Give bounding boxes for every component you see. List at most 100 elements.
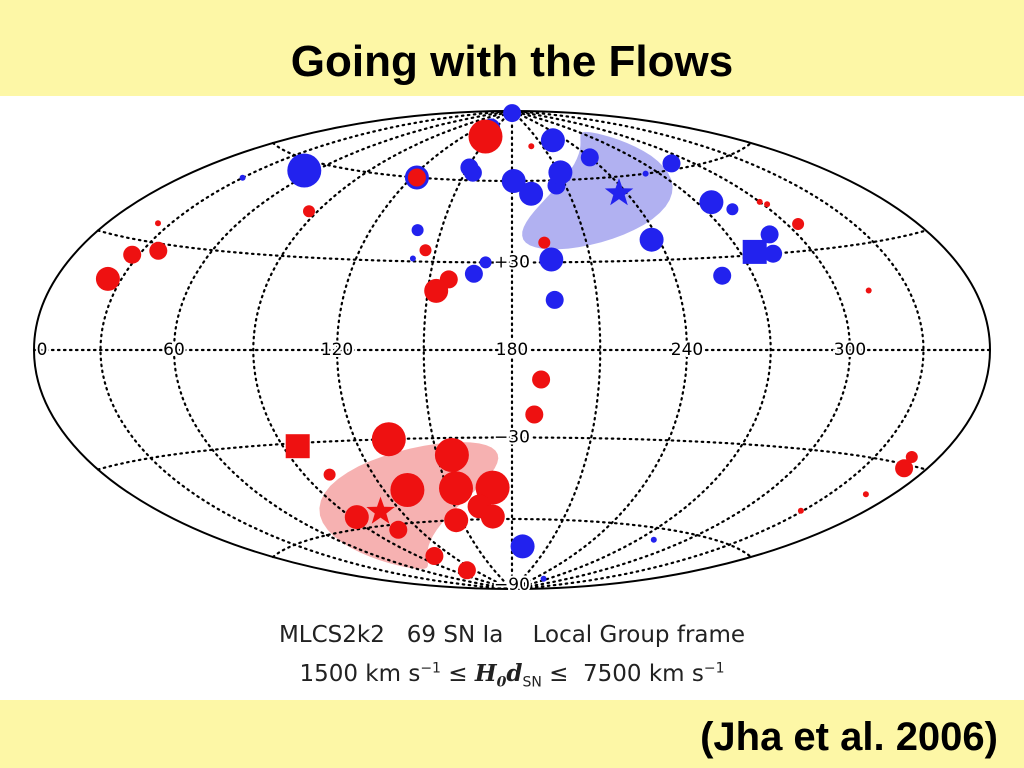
caption-range-start: 1500 km s [299, 661, 421, 687]
blue-dipole-region [522, 131, 673, 250]
meridian-line [335, 109, 514, 591]
caption-line-1: MLCS2k2 69 SN Ia Local Group frame [278, 622, 746, 648]
longitude-label: 180 [496, 340, 528, 360]
citation-band [0, 700, 1024, 768]
title-band [0, 0, 1024, 96]
dipole-markers [285, 178, 767, 524]
blue-supernova-point [501, 169, 526, 193]
caption-exponent-1: −1 [420, 660, 441, 677]
blue-supernova-point [764, 244, 783, 263]
red-supernova-point [538, 236, 551, 249]
red-supernova-point [528, 143, 535, 150]
blue-supernova-point [760, 225, 779, 244]
blue-supernova-point [713, 266, 732, 285]
red-supernova-point [457, 561, 476, 580]
meridian-line [510, 109, 925, 591]
blue-supernova-point [411, 224, 424, 237]
caption-hubble-subscript: 0 [496, 674, 507, 691]
red-supernova-point [444, 508, 469, 533]
blue-supernova-point [642, 170, 649, 177]
blue-supernova-point [726, 203, 739, 216]
citation: (Jha et al. 2006) [700, 715, 998, 759]
red-supernova-point [149, 241, 168, 260]
red-supernova-point [371, 422, 406, 457]
blue-supernova-point [239, 174, 246, 181]
blue-supernova-point [699, 190, 724, 215]
meridian-line [510, 109, 852, 591]
longitude-label: 120 [321, 340, 353, 360]
red-supernova-point [792, 218, 805, 230]
blue-supernova-point [510, 534, 535, 559]
caption-range-end: ≤ 7500 km s [541, 661, 704, 687]
blue-supernova-point [519, 181, 544, 206]
red-supernova-point [419, 244, 432, 257]
blue-supernova-point [503, 104, 522, 123]
red-supernova-point [525, 405, 544, 424]
longitude-label: 300 [834, 340, 866, 360]
blue-supernova-point [464, 264, 483, 283]
grid-labels: 0 60 120 180 240 300 +30 −30 −90 [35, 251, 869, 597]
meridian-line [252, 109, 514, 591]
latitude-label: −90 [494, 575, 530, 595]
blue-supernova-point [650, 536, 657, 543]
red-square-marker [285, 434, 310, 459]
red-supernova-point [425, 547, 444, 565]
red-supernova-point [123, 245, 142, 264]
red-supernova-point [468, 119, 503, 154]
red-supernova-point [865, 287, 872, 294]
meridian-line [99, 109, 514, 591]
longitude-label: 240 [671, 340, 703, 360]
longitude-label: 0 [37, 340, 48, 360]
supernova-points [95, 104, 918, 582]
blue-supernova-point [287, 153, 322, 188]
slide-title: Going with the Flows [290, 37, 734, 86]
caption-distance-subscript: SN [522, 674, 542, 691]
blue-supernova-point [639, 227, 664, 252]
latitude-line [271, 141, 753, 183]
blue-supernova-point [463, 163, 482, 182]
red-supernova-point [155, 220, 161, 227]
red-supernova-point [895, 459, 914, 478]
red-supernova-point [434, 438, 469, 472]
red-supernova-point [389, 520, 408, 539]
red-supernova-point [407, 168, 426, 187]
caption-exponent-2: −1 [703, 660, 725, 677]
blue-supernova-point [540, 575, 547, 582]
red-supernova-point [303, 205, 315, 218]
red-supernova-point [344, 505, 369, 530]
caption-line-2: 1500 km s−1 ≤ H0dSN ≤ 7500 km s−1 [0, 660, 1024, 691]
longitude-label: 60 [163, 340, 185, 360]
caption-distance: d [506, 660, 523, 687]
red-supernova-point [764, 201, 771, 208]
meridian-line [172, 109, 514, 591]
red-supernova-point [756, 198, 763, 205]
red-supernova-point [532, 370, 551, 389]
meridian-line [510, 109, 689, 591]
latitude-label: −30 [494, 428, 530, 448]
caption-hubble-constant: H [474, 660, 497, 687]
red-supernova-point [480, 504, 505, 529]
red-supernova-point [323, 468, 336, 481]
red-supernova-point [390, 473, 425, 507]
red-star-marker [366, 496, 395, 524]
red-supernova-point [862, 491, 869, 498]
red-supernova-point [95, 266, 120, 291]
blue-supernova-point [580, 148, 599, 167]
blue-square-marker [742, 239, 767, 264]
blue-supernova-point [545, 290, 564, 309]
meridian-line [510, 109, 772, 591]
sky-map-chart: 0 60 120 180 240 300 +30 −30 −90 [32, 104, 992, 597]
blue-supernova-point [548, 160, 573, 185]
red-supernova-point [797, 507, 804, 514]
red-supernova-point [424, 278, 449, 303]
blue-star-marker [604, 178, 634, 206]
blue-supernova-point [662, 154, 681, 173]
blue-supernova-point [540, 128, 565, 153]
latitude-label: +30 [494, 253, 530, 273]
blue-supernova-point [479, 256, 492, 269]
caption-leq-1: ≤ [440, 661, 475, 687]
blue-supernova-point [539, 247, 564, 272]
red-supernova-point [439, 471, 473, 506]
red-supernova-point [905, 451, 918, 463]
blue-supernova-point [409, 255, 416, 262]
